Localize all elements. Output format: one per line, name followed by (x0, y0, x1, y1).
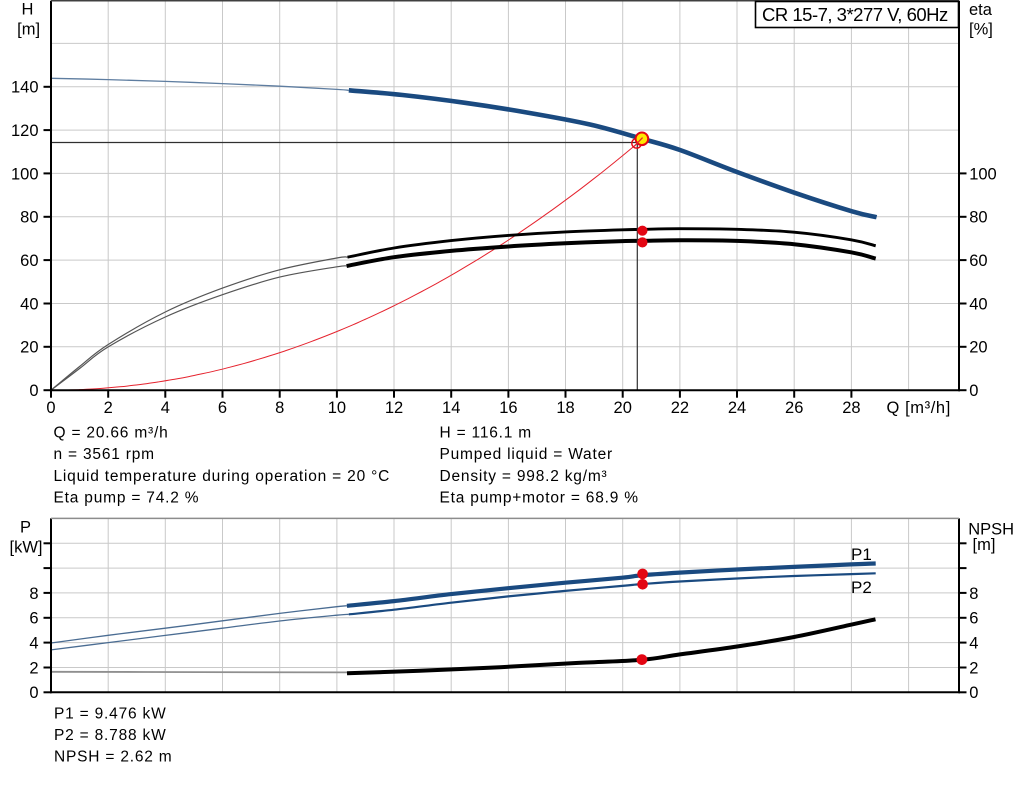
svg-text:4: 4 (29, 635, 38, 653)
svg-text:0: 0 (46, 399, 55, 417)
svg-text:2: 2 (29, 659, 38, 677)
svg-text:0: 0 (29, 684, 38, 702)
svg-text:P1 = 9.476 kW: P1 = 9.476 kW (54, 705, 167, 722)
svg-text:P2: P2 (851, 578, 872, 597)
svg-text:8: 8 (275, 399, 284, 417)
svg-text:4: 4 (969, 635, 978, 653)
svg-text:14: 14 (442, 399, 460, 417)
svg-text:28: 28 (842, 399, 860, 417)
svg-text:Pumped liquid = Water: Pumped liquid = Water (440, 446, 613, 463)
svg-text:26: 26 (785, 399, 803, 417)
svg-text:eta: eta (969, 1, 993, 19)
svg-text:24: 24 (728, 399, 746, 417)
svg-text:20: 20 (614, 399, 632, 417)
svg-text:80: 80 (20, 209, 38, 227)
svg-text:10: 10 (328, 399, 346, 417)
svg-text:16: 16 (499, 399, 517, 417)
svg-text:Q [m³/h]: Q [m³/h] (887, 399, 951, 417)
svg-text:140: 140 (11, 79, 39, 97)
svg-text:Eta pump = 74.2 %: Eta pump = 74.2 % (54, 490, 200, 507)
svg-text:NPSH = 2.62 m: NPSH = 2.62 m (54, 749, 173, 766)
svg-text:H = 116.1 m: H = 116.1 m (440, 424, 533, 441)
svg-text:8: 8 (969, 585, 978, 603)
svg-text:P: P (20, 519, 31, 537)
svg-text:4: 4 (161, 399, 170, 417)
svg-text:[m]: [m] (17, 21, 40, 39)
svg-text:CR 15-7, 3*277 V, 60Hz: CR 15-7, 3*277 V, 60Hz (762, 4, 948, 25)
svg-text:Eta pump+motor = 68.9 %: Eta pump+motor = 68.9 % (440, 490, 639, 507)
svg-text:0: 0 (969, 684, 978, 702)
svg-text:60: 60 (20, 252, 38, 270)
svg-text:2: 2 (969, 659, 978, 677)
svg-text:20: 20 (20, 339, 38, 357)
svg-text:22: 22 (671, 399, 689, 417)
svg-text:Liquid temperature during oper: Liquid temperature during operation = 20… (54, 468, 391, 485)
svg-text:[m]: [m] (973, 536, 996, 554)
svg-text:6: 6 (29, 610, 38, 628)
svg-text:40: 40 (969, 295, 987, 313)
svg-text:40: 40 (20, 295, 38, 313)
svg-text:6: 6 (218, 399, 227, 417)
svg-text:P2 = 8.788 kW: P2 = 8.788 kW (54, 727, 167, 744)
svg-text:H: H (22, 1, 34, 19)
svg-text:0: 0 (969, 382, 978, 400)
svg-text:[kW]: [kW] (10, 538, 43, 556)
svg-text:2: 2 (104, 399, 113, 417)
svg-text:0: 0 (29, 382, 38, 400)
svg-text:Density = 998.2 kg/m³: Density = 998.2 kg/m³ (440, 468, 608, 485)
svg-text:120: 120 (11, 122, 39, 140)
svg-text:Q = 20.66 m³/h: Q = 20.66 m³/h (54, 424, 169, 441)
svg-text:NPSH: NPSH (968, 520, 1014, 538)
svg-text:6: 6 (969, 610, 978, 628)
svg-text:8: 8 (29, 585, 38, 603)
svg-text:18: 18 (556, 399, 574, 417)
svg-text:20: 20 (969, 339, 987, 357)
svg-text:100: 100 (969, 165, 997, 183)
svg-text:P1: P1 (851, 545, 872, 564)
svg-text:12: 12 (385, 399, 403, 417)
svg-text:60: 60 (969, 252, 987, 270)
svg-text:100: 100 (11, 165, 39, 183)
svg-text:[%]: [%] (969, 21, 993, 39)
svg-text:80: 80 (969, 209, 987, 227)
svg-text:n = 3561 rpm: n = 3561 rpm (54, 446, 155, 463)
